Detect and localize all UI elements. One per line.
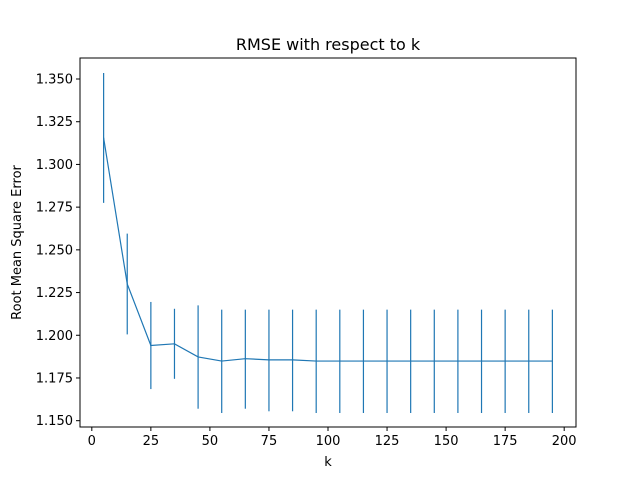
y-tick-label: 1.150	[36, 414, 73, 429]
data-point	[150, 344, 152, 347]
data-point	[504, 360, 506, 362]
y-tick-label: 1.325	[36, 115, 73, 130]
data-point	[410, 360, 412, 362]
x-tick-label: 100	[316, 434, 341, 449]
plot-frame	[79, 57, 577, 428]
data-point	[339, 360, 341, 362]
x-axis-ticks: 0 25 50 75 100 125 150 175 200	[88, 427, 577, 449]
data-point	[197, 356, 199, 358]
data-point	[268, 359, 270, 361]
x-tick-label: 125	[375, 434, 400, 449]
data-point	[386, 360, 388, 362]
x-tick-label: 150	[434, 434, 459, 449]
y-tick-label: 1.350	[36, 73, 73, 88]
y-axis-ticks: 1.150 1.175 1.200 1.225 1.250 1.275 1.300 1.325…	[36, 73, 80, 429]
y-tick-label: 1.275	[36, 201, 73, 216]
x-tick-label: 75	[261, 434, 278, 449]
data-point	[291, 359, 294, 361]
data-marks	[103, 73, 553, 413]
data-point	[551, 360, 553, 362]
x-tick-label: 50	[202, 434, 219, 449]
series-line	[103, 137, 553, 362]
x-tick-label: 175	[493, 434, 518, 449]
y-tick-label: 1.175	[36, 371, 73, 386]
data-point	[315, 360, 317, 362]
y-tick-label: 1.200	[36, 329, 73, 344]
y-tick-label: 1.225	[36, 286, 73, 301]
x-tick-label: 200	[552, 434, 577, 449]
chart-title: RMSE with respect to k	[236, 35, 421, 54]
x-axis-label: k	[324, 455, 332, 470]
y-tick-label: 1.300	[36, 158, 73, 173]
data-point	[457, 360, 459, 362]
data-point	[173, 343, 176, 345]
x-tick-label: 0	[88, 434, 96, 449]
data-point	[221, 360, 223, 362]
data-point	[244, 358, 246, 360]
data-point	[528, 360, 530, 362]
data-point	[103, 137, 105, 139]
data-point	[126, 283, 128, 285]
y-axis-label: Root Mean Square Error	[10, 164, 25, 319]
data-point	[362, 360, 365, 362]
y-tick-label: 1.250	[36, 243, 73, 258]
data-point	[480, 360, 483, 362]
data-point	[433, 360, 435, 362]
x-tick-label: 25	[143, 434, 160, 449]
